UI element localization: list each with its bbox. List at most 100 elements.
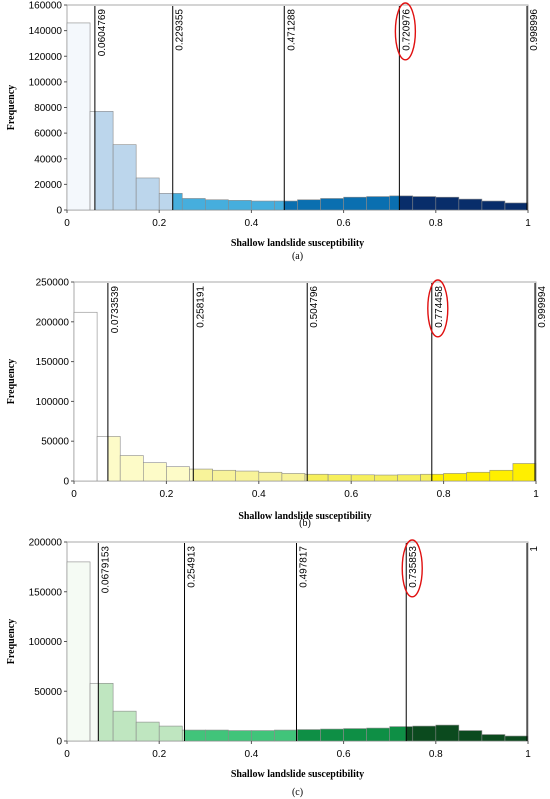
histogram-bar [205, 199, 229, 211]
y-tick-label: 100000 [29, 637, 63, 648]
histogram-bar [481, 200, 506, 211]
histogram-bar [96, 436, 109, 482]
histogram-bar [181, 198, 206, 211]
class-break-label: 0.999994 [537, 286, 548, 328]
y-tick-label: 80000 [34, 103, 62, 114]
x-axis-label: Shallow landslide susceptibility [238, 511, 371, 522]
histogram-bar [343, 196, 367, 211]
histogram-c-svg: 0 50000 100000 150000 200000 0 0.2 0.4 0.6 0.8 1 0.… [6, 538, 540, 799]
histogram-panel-b: 0 50000 100000 150000 200000 250000 0 0.2 0.4 0.6… [0, 266, 550, 532]
highlight-ellipse [401, 539, 423, 598]
x-tick-label: 0 [71, 489, 77, 500]
y-tick-label: 100000 [36, 397, 70, 408]
class-break-label: 0.471288 [286, 9, 297, 51]
histogram-a-svg: 0 20000 40000 60000 80000 100000 120000 140000 1… [6, 1, 540, 263]
histogram-bar [431, 473, 444, 482]
histogram-bar [73, 311, 98, 482]
class-break-label: 0.254913 [187, 546, 198, 588]
class-break-label: 0.998996 [529, 9, 540, 51]
histogram-bar [192, 468, 213, 482]
histogram-bar [435, 724, 460, 742]
histogram-bar [107, 436, 121, 482]
histogram-bar [172, 193, 183, 211]
histogram-bar [320, 198, 344, 211]
histogram-bar [504, 202, 528, 211]
y-tick-label: 200000 [36, 317, 70, 328]
class-break-label: 0.735853 [408, 546, 419, 588]
histogram-bar [184, 729, 206, 742]
histogram-panel-c: 0 50000 100000 150000 200000 0 0.2 0.4 0.6 0.8 1 0.… [0, 532, 550, 799]
y-tick-label: 50000 [34, 687, 62, 698]
histogram-bar [258, 471, 283, 482]
class-break-label: 0.720976 [401, 9, 412, 51]
y-tick-label: 150000 [29, 587, 63, 598]
histogram-bar [212, 469, 237, 482]
histogram-bar [119, 455, 144, 482]
x-tick-label: 0.6 [337, 749, 351, 760]
histogram-bar [112, 144, 137, 211]
histogram-bar [420, 473, 433, 482]
x-tick-label: 0.6 [337, 218, 351, 229]
histogram-bar [143, 462, 167, 482]
y-tick-label: 50000 [41, 437, 69, 448]
y-tick-label: 60000 [34, 129, 62, 140]
y-axis-label: Frequency [6, 619, 17, 664]
class-break-label: 0.0733539 [110, 286, 121, 334]
histogram-bar [135, 721, 160, 742]
histogram-bar [373, 474, 398, 482]
x-tick-label: 0.2 [152, 218, 166, 229]
histogram-bar [366, 727, 390, 742]
histogram-bar [98, 682, 114, 742]
figure-caption: (c) [292, 787, 303, 798]
highlight-ellipse [427, 279, 449, 338]
highlight-ellipse [394, 2, 417, 61]
y-tick-label: 20000 [34, 180, 62, 191]
x-tick-label: 0.4 [252, 489, 266, 500]
histogram-bar [443, 473, 468, 482]
plot-area [73, 281, 537, 482]
histogram-bar [66, 22, 91, 211]
y-tick-label: 140000 [29, 26, 63, 37]
histogram-bar [412, 725, 437, 742]
histogram-bar [466, 471, 491, 482]
histogram-bar [327, 474, 352, 482]
y-tick-label: 0 [56, 206, 62, 217]
histogram-bar [274, 729, 297, 742]
histogram-bar [158, 725, 183, 742]
x-tick-label: 0.8 [429, 218, 443, 229]
y-tick-label: 0 [56, 737, 62, 748]
histogram-bar [389, 195, 400, 211]
histogram-bar [504, 735, 529, 742]
histogram-bar [228, 200, 252, 211]
histogram-bar [399, 195, 414, 211]
plot-area [66, 541, 529, 742]
histogram-bar [489, 469, 514, 482]
histogram-bar [481, 734, 506, 742]
x-tick-label: 0.8 [437, 489, 451, 500]
y-tick-label: 150000 [36, 357, 70, 368]
histogram-bar [112, 710, 137, 742]
histogram-bar [89, 111, 96, 211]
histogram-bar [189, 468, 194, 482]
histogram-bar [274, 200, 285, 211]
histogram-bar [66, 561, 91, 742]
x-tick-label: 1 [533, 489, 539, 500]
histogram-bar [251, 200, 275, 211]
histogram-bar [405, 726, 414, 742]
histogram-bar [205, 729, 229, 742]
class-break-label: 1 [529, 546, 540, 552]
x-tick-label: 0.4 [244, 749, 258, 760]
histogram-bar [281, 473, 306, 482]
x-tick-label: 0.2 [152, 749, 166, 760]
figure-caption: (b) [299, 518, 311, 529]
y-tick-label: 40000 [34, 154, 62, 165]
histogram-bar [166, 466, 190, 482]
y-tick-label: 100000 [29, 77, 63, 88]
histogram-bar [350, 474, 375, 482]
plot-area [66, 4, 529, 211]
histogram-bar [389, 726, 407, 742]
class-break-label: 0.258191 [195, 286, 206, 328]
histogram-bar [94, 111, 114, 211]
histogram-bar [297, 199, 321, 211]
histogram-bar [158, 193, 174, 211]
